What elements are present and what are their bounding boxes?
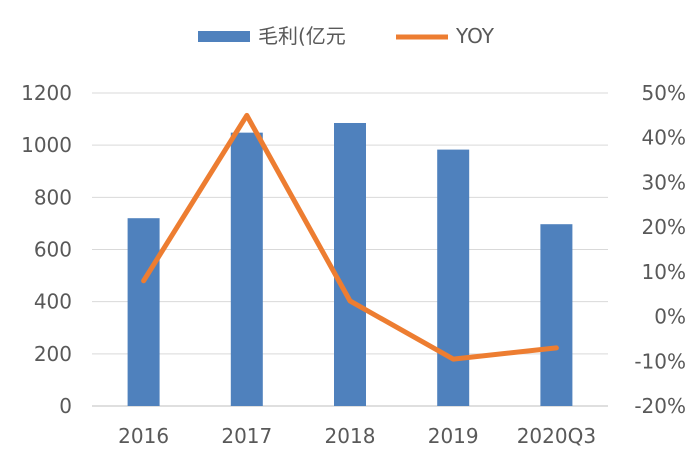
right-tick-label: -10% [634,349,686,373]
right-tick-label: 50% [642,81,686,105]
bar [540,224,573,406]
bar [334,122,366,406]
right-tick-label: 30% [642,170,686,194]
bar-series [127,122,573,406]
legend-label-bar: 毛利(亿元 [258,24,346,48]
x-tick-label: 2020Q3 [517,424,596,448]
line-series [141,112,559,362]
left-tick-label: 1000 [21,133,72,157]
legend-label-line: YOY [455,24,495,48]
x-tick-label: 2017 [221,424,272,448]
left-tick-label: 200 [34,342,72,366]
x-tick-label: 2019 [428,424,479,448]
legend: 毛利(亿元 YOY [198,24,495,48]
bar [437,149,470,406]
legend-swatch-bar [198,31,250,42]
left-tick-label: 600 [34,238,72,262]
x-tick-label: 2018 [325,424,376,448]
right-axis-ticks: -20% -10% 0% 10% 20% 30% 40% 50% [634,81,686,418]
left-axis-ticks: 0 200 400 600 800 1000 1200 [21,81,72,418]
bar [230,132,263,406]
left-tick-label: 1200 [21,81,72,105]
right-tick-label: 10% [642,260,686,284]
right-tick-label: 40% [642,126,686,150]
right-tick-label: 0% [654,305,686,329]
left-tick-label: 0 [59,394,72,418]
x-tick-label: 2016 [118,424,169,448]
x-axis-ticks: 2016 2017 2018 2019 2020Q3 [118,424,596,448]
left-tick-label: 800 [34,185,72,209]
right-tick-label: 20% [642,215,686,239]
yoy-line [141,112,559,362]
right-tick-label: -20% [634,394,686,418]
left-tick-label: 400 [34,290,72,314]
bar [127,218,160,406]
